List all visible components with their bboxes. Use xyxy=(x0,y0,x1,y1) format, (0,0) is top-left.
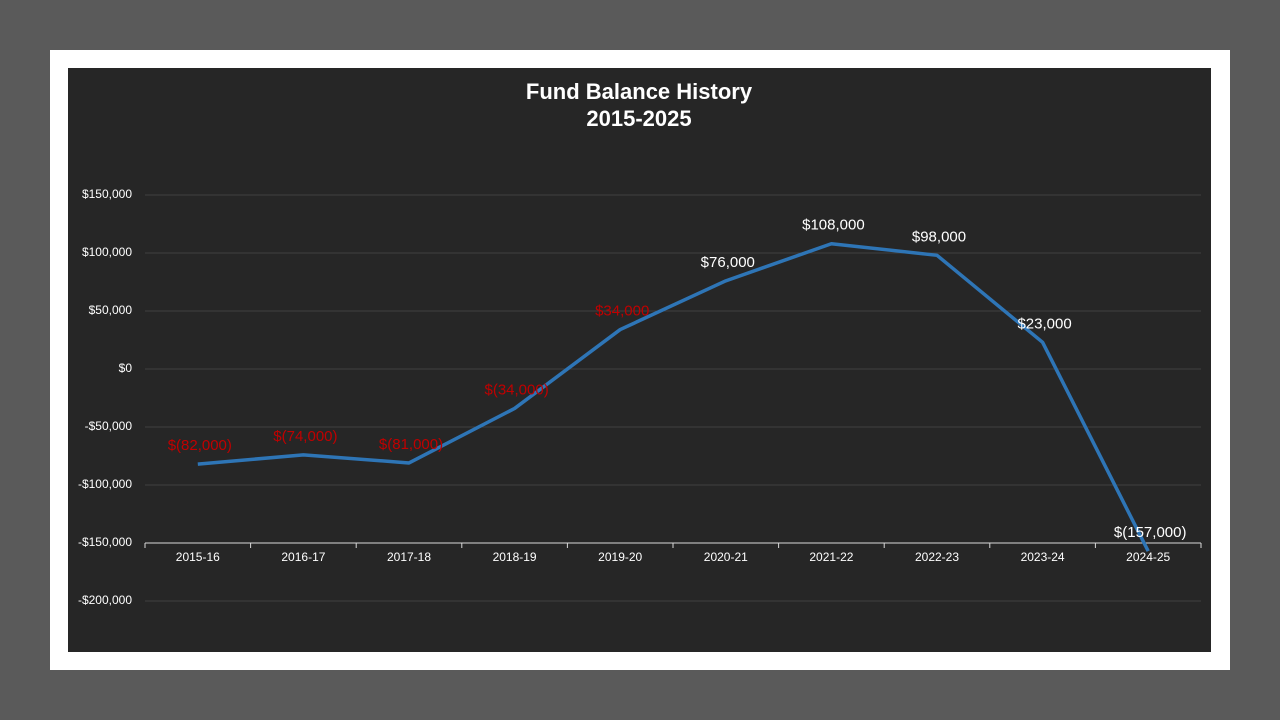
series-line xyxy=(197,241,1150,552)
x-tick-label: 2015-16 xyxy=(176,550,220,564)
data-label: $76,000 xyxy=(701,254,755,271)
x-tick-label: 2022-23 xyxy=(915,550,959,564)
x-tick-label: 2017-18 xyxy=(387,550,431,564)
data-label: $(82,000) xyxy=(168,437,232,454)
y-tick-label: -$150,000 xyxy=(78,535,132,549)
chart-title: Fund Balance History xyxy=(526,79,753,104)
y-tick-label: $150,000 xyxy=(82,187,132,201)
x-tick-label: 2021-22 xyxy=(809,550,853,564)
x-tick-label: 2023-24 xyxy=(1021,550,1065,564)
y-tick-label: -$200,000 xyxy=(78,593,132,607)
data-label: $98,000 xyxy=(912,228,966,245)
data-label: $108,000 xyxy=(802,217,865,234)
y-tick-label: -$50,000 xyxy=(85,419,133,433)
x-tick-label: 2018-19 xyxy=(493,550,537,564)
data-label: $(157,000) xyxy=(1114,524,1187,541)
chart-subtitle: 2015-2025 xyxy=(586,106,691,131)
data-label: $(81,000) xyxy=(379,436,443,453)
data-label: $34,000 xyxy=(595,303,649,320)
data-label: $23,000 xyxy=(1017,315,1071,332)
x-tick-label: 2020-21 xyxy=(704,550,748,564)
y-tick-label: $50,000 xyxy=(89,303,133,317)
y-tick-label: $0 xyxy=(119,361,133,375)
chart-area xyxy=(68,68,1211,652)
data-label: $(74,000) xyxy=(273,428,337,445)
y-tick-label: $100,000 xyxy=(82,245,132,259)
x-tick-label: 2016-17 xyxy=(281,550,325,564)
data-label: $(34,000) xyxy=(484,381,548,398)
x-tick-label: 2019-20 xyxy=(598,550,642,564)
y-tick-label: -$100,000 xyxy=(78,477,132,491)
x-tick-label: 2024-25 xyxy=(1126,550,1170,564)
